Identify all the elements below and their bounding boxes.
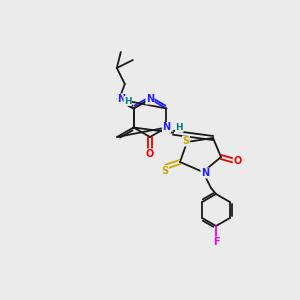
Text: N: N	[146, 94, 154, 104]
Text: O: O	[233, 156, 242, 166]
Text: O: O	[146, 149, 154, 159]
Text: S: S	[161, 166, 168, 176]
Text: F: F	[213, 237, 219, 247]
Text: N: N	[162, 122, 170, 133]
Text: N: N	[201, 168, 209, 178]
Text: H: H	[176, 123, 183, 132]
Text: S: S	[182, 136, 190, 146]
Text: N: N	[117, 94, 125, 104]
Text: H: H	[124, 97, 132, 106]
